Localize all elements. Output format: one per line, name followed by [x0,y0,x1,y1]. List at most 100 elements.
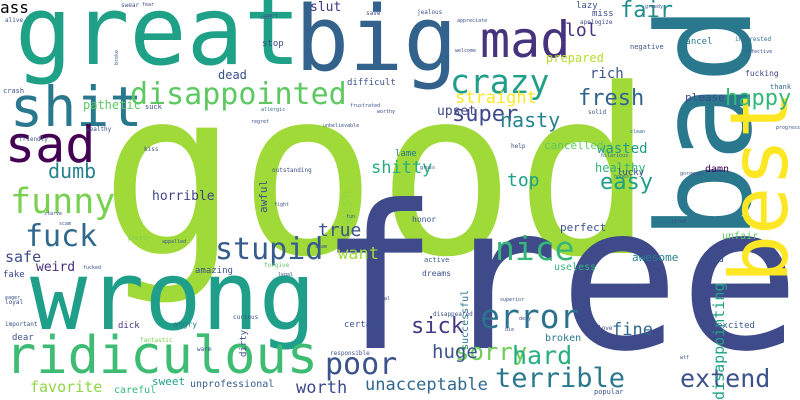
word-pretty: pretty [128,235,150,242]
word-dreams: dreams [422,269,451,278]
word-honest: honest [614,174,633,180]
word-excited: excited [717,321,755,331]
word-friendly: friendly [19,136,48,143]
word-disappeared: disappeared [433,311,473,318]
word-love: love [598,325,613,332]
word-disappointing: disappointing [710,282,728,400]
word-interested: interested [735,36,772,43]
word-dear: dear [12,333,34,343]
word-ass: ass [0,0,29,17]
word-tired: tired [671,219,687,225]
word-dumb: dumb [48,159,97,183]
word-unfair: unfair [722,231,759,242]
word-eager: eager [5,295,21,301]
word-apologize: apologize [580,19,613,26]
word-good: good [100,41,654,308]
word-deny: deny [519,316,532,322]
word-cancelled: cancelled [544,139,604,152]
word-prepared: prepared [546,51,604,65]
word-stupid: stupid [215,232,324,267]
word-important: important [5,321,38,328]
word-damn: damn [705,164,730,175]
word-sorry: sorry [455,338,528,366]
word-wasted: wasted [597,141,648,157]
word-fair: fair [620,0,673,23]
word-wealthy: wealthy [86,126,112,133]
word-hilarious: hilarious [601,153,629,159]
word-broken: broken [545,333,582,344]
word-cool: cool [260,15,273,21]
word-shitty: shitty [371,158,433,178]
word-error: error [480,297,580,336]
word-lazy: lazy [576,1,598,11]
word-kiss: kiss [144,146,159,153]
word-fantastic: fantastic [140,337,173,344]
word-criminal: criminal [366,296,391,302]
word-fine: fine [612,320,653,340]
word-lucky: lucky [617,168,645,178]
word-jealous: jealous [417,9,443,16]
word-please: please [685,91,725,104]
word-outstanding: outstanding [272,167,312,174]
word-popular: popular [594,388,624,396]
word-easy: easy [600,170,653,195]
word-unprofessional: unprofessional [190,379,275,390]
word-straight: straight [455,88,537,108]
word-huge: huge [432,341,478,363]
word-awesome: awesome [632,251,679,264]
word-die: die [505,327,515,333]
word-sad: sad [5,116,96,174]
word-frustrated: frustrated [350,103,381,109]
word-sweet: sweet [152,375,186,388]
word-pathetic: pathetic [83,98,141,112]
word-unacceptable: unacceptable [365,375,488,395]
word-favorite: favorite [30,378,103,396]
word-allergic: allergic [261,107,286,113]
word-gross: gross [420,165,436,171]
word-wtf: wtf [680,355,690,361]
word-poor: poor [325,347,398,382]
word-stop: stop [262,39,284,49]
word-swear: swear [121,2,140,9]
word-fear: fear [142,2,155,8]
word-suck: suck [145,103,162,111]
word-want: want [338,244,379,264]
word-broke: broke [114,49,120,65]
word-worth: worth [296,378,348,398]
word-mad: mad [480,11,571,69]
word-ridiculous: ridiculous [5,326,319,386]
word-safe: safe [5,248,42,266]
word-useless: useless [554,262,597,273]
word-unbelievable: unbelievable [323,123,360,129]
word-negative: negative [630,43,664,51]
word-nice: nice [495,229,575,268]
word-hard: hard [512,341,573,370]
word-certain: certain [344,320,382,330]
word-angry: angry [173,320,198,329]
word-slut: slut [310,0,342,15]
word-warm: warm [197,346,212,353]
word-regret: regret [251,119,270,125]
word-scam: scam [59,221,72,227]
word-dick: dick [118,321,140,331]
word-alive: alive [5,17,24,24]
word-rich: rich [590,66,624,82]
word-spam: spam [315,244,328,250]
word-weird: weird [36,260,76,275]
word-progress: progress [775,125,800,131]
word-free: free [318,163,800,396]
word-effective: effective [745,49,773,55]
word-gorgeous: gorgeous [680,171,705,177]
word-greedy: greedy [645,4,664,10]
word-sick: sick [411,314,464,339]
word-responsible: responsible [330,350,370,357]
word-dirty: dirty [239,329,249,357]
word-help: help [511,143,526,150]
word-thank: thank [770,83,792,91]
word-superior: superior [500,297,525,303]
word-loyal: loyal [5,299,24,306]
word-dead: dead [218,68,247,82]
word-solid: solid [588,109,607,116]
word-worthy: worthy [377,109,396,115]
word-nasty: nasty [500,108,561,132]
